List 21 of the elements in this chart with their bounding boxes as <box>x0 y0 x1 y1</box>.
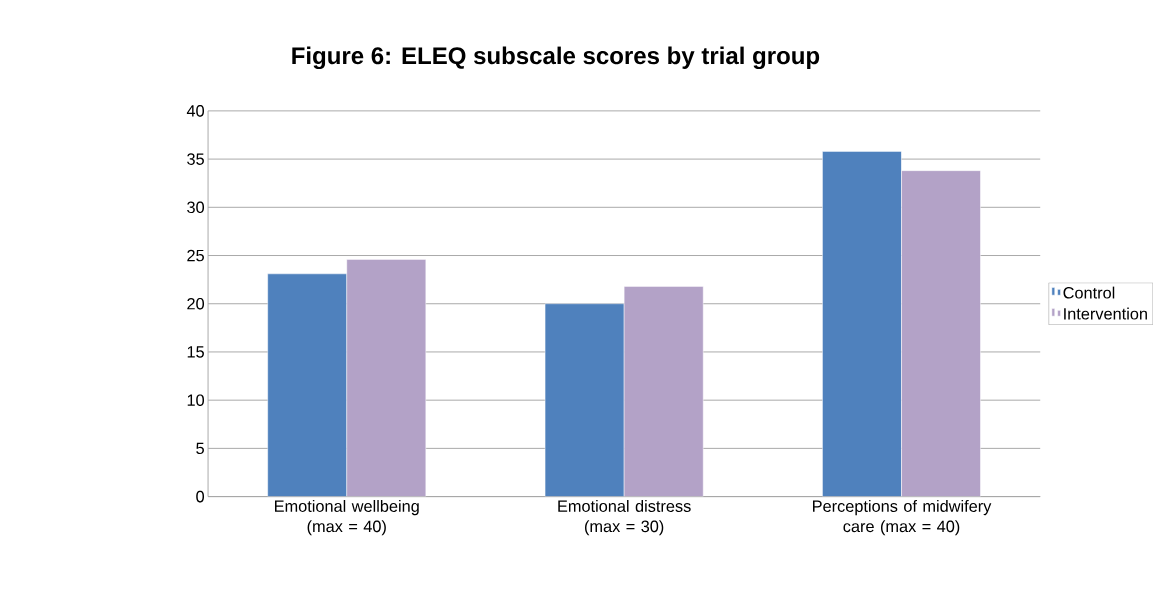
y-tick-label: 5 <box>196 442 204 454</box>
y-tick-label: 35 <box>187 153 204 165</box>
x-tick-label: Emotional wellbeing (max = 40) <box>275 499 419 536</box>
bar <box>267 273 347 497</box>
bar <box>544 303 625 497</box>
y-tick-label: 0 <box>196 490 205 503</box>
y-tick-label: 30 <box>187 201 205 213</box>
y-tick-label: 25 <box>187 249 204 262</box>
legend-label: Intervention <box>1064 307 1147 320</box>
bar <box>623 285 704 497</box>
bar <box>822 150 902 497</box>
chart-title: Figure 6: ELEQ subscale scores by trial group <box>292 46 820 69</box>
y-tick-label: 10 <box>187 394 205 406</box>
legend-label: Control <box>1063 286 1115 299</box>
y-tick-label: 15 <box>187 346 204 358</box>
x-tick-label: Perceptions of midwifery care (max = 40) <box>813 499 992 536</box>
bar <box>901 170 981 497</box>
bar <box>346 258 427 497</box>
x-tick-label: Emotional distress (max = 30) <box>558 499 691 536</box>
y-tick-label: 40 <box>186 104 205 117</box>
y-tick-label: 20 <box>187 297 205 310</box>
